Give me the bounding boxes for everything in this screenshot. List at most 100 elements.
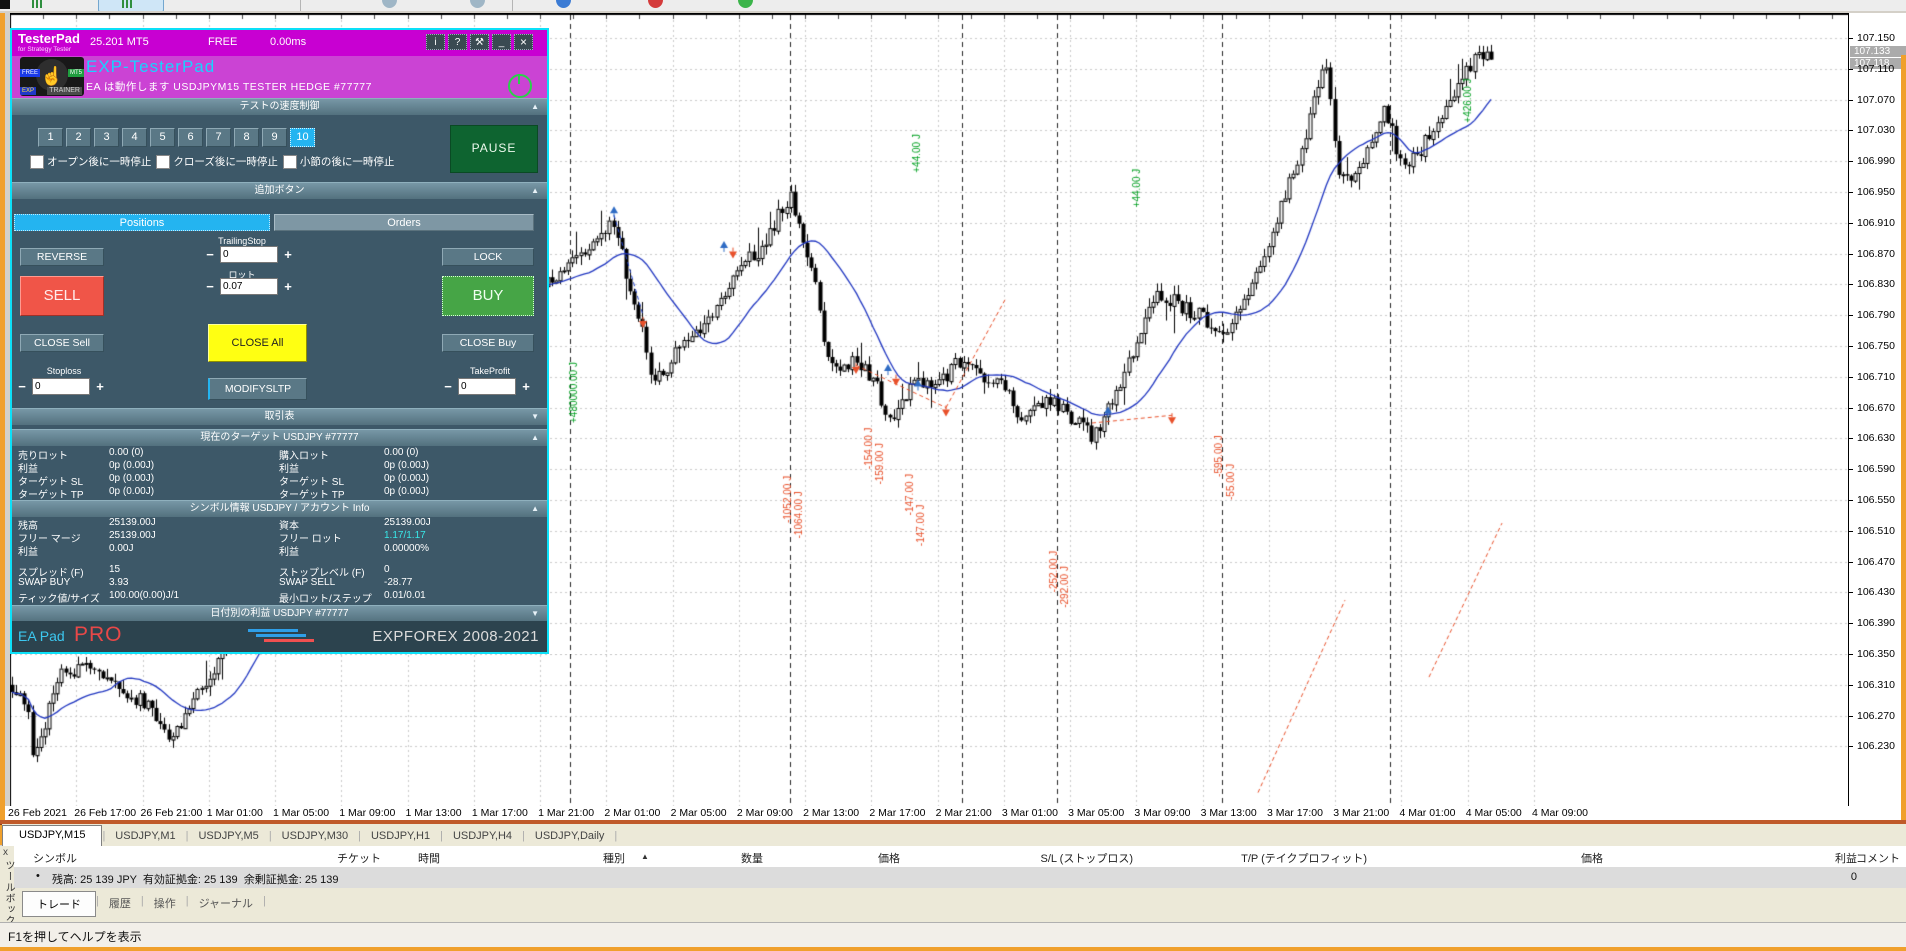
close-buy-button[interactable]: CLOSE Buy	[442, 334, 534, 352]
lot-input[interactable]	[220, 278, 278, 295]
reverse-button[interactable]: REVERSE	[20, 248, 104, 266]
price-axis[interactable]: 107.133 107.118 107.150 107.110 107.070 107…	[1848, 13, 1906, 806]
price-tick-label: 106.870	[1857, 247, 1895, 260]
help-icon[interactable]: ?	[448, 34, 467, 50]
close-icon[interactable]: ×	[514, 34, 533, 50]
plus-button[interactable]: +	[96, 379, 104, 394]
column-header[interactable]: 価格	[1581, 853, 1603, 865]
column-header[interactable]: T/P (テイクプロフィット)	[1241, 853, 1367, 865]
speed-button-8[interactable]: 8	[234, 128, 259, 147]
pause-checkbox-1[interactable]: オープン後に一時停止	[30, 154, 151, 169]
panel-titlebar[interactable]: TesterPad for Strategy Tester 25.201 MT5…	[12, 30, 547, 56]
chart-tab-USDJPY-H4[interactable]: USDJPY,H4	[452, 830, 513, 842]
section-trades-label: 取引表	[264, 411, 295, 422]
info-value: 0.00000%	[384, 543, 430, 554]
info-label: 資本	[279, 521, 299, 532]
toolbox-tab-ジャーナル[interactable]: ジャーナル	[198, 898, 254, 910]
tab-orders[interactable]: Orders	[274, 214, 534, 231]
minus-button[interactable]: −	[206, 247, 214, 262]
chart-tab-USDJPY-M15[interactable]: USDJPY,M15	[2, 825, 103, 846]
column-header[interactable]: 時間	[418, 853, 440, 865]
minus-button[interactable]: −	[444, 379, 452, 394]
speed-button-5[interactable]: 5	[150, 128, 175, 147]
toolbox-tab-履歴[interactable]: 履歴	[108, 898, 131, 910]
speed-button-3[interactable]: 3	[94, 128, 119, 147]
column-header[interactable]: S/L (ストップロス)	[1040, 853, 1134, 865]
axis-tick	[1849, 253, 1853, 255]
column-header[interactable]: 数量	[741, 853, 763, 865]
checkbox-icon[interactable]	[282, 154, 297, 169]
minus-button[interactable]: −	[18, 379, 26, 394]
section-symbol-info[interactable]: シンボル情報 USDJPY / アカウント Info ▲	[12, 500, 547, 517]
tab-positions[interactable]: Positions	[14, 214, 270, 231]
tab-separator: |	[440, 830, 443, 842]
speed-button-1[interactable]: 1	[38, 128, 63, 147]
chart-tab-USDJPY-M5[interactable]: USDJPY,M5	[198, 830, 259, 842]
section-current-target[interactable]: 現在のターゲット USDJPY #77777 ▲	[12, 429, 547, 446]
checkbox-icon[interactable]	[156, 154, 171, 169]
plus-button[interactable]: +	[522, 379, 530, 394]
tools-icon[interactable]: ⚒	[470, 34, 489, 50]
plus-button[interactable]: +	[284, 279, 292, 294]
power-icon[interactable]	[508, 74, 532, 98]
modify-sltp-button[interactable]: MODIFYSLTP	[208, 378, 307, 400]
section-speed-control[interactable]: テストの速度制御 ▲	[12, 98, 547, 115]
chart-tab-USDJPY-H1[interactable]: USDJPY,H1	[370, 830, 431, 842]
info-value: 0p (0.00J)	[384, 486, 430, 497]
indicator-blue-icon[interactable]	[556, 0, 571, 8]
speed-button-4[interactable]: 4	[122, 128, 147, 147]
toolbox-close-button[interactable]: x	[3, 847, 8, 858]
column-header[interactable]: コメント	[1856, 853, 1900, 865]
buy-button[interactable]: BUY	[442, 276, 534, 316]
speed-button-2[interactable]: 2	[66, 128, 91, 147]
section-trades-table[interactable]: 取引表 ▼	[12, 408, 547, 425]
price-tick-label: 106.430	[1857, 586, 1895, 599]
stoploss-input[interactable]	[32, 378, 90, 395]
column-header[interactable]: シンボル	[33, 853, 77, 865]
collapse-arrow-icon: ▲	[531, 504, 539, 513]
toolbox-tab-トレード[interactable]: トレード	[22, 891, 96, 917]
column-header[interactable]: 価格	[878, 853, 900, 865]
sell-button[interactable]: SELL	[20, 276, 104, 316]
minimize-icon[interactable]: _	[492, 34, 511, 50]
speed-button-9[interactable]: 9	[262, 128, 287, 147]
checkbox-icon[interactable]	[30, 154, 44, 169]
info-value: 0p (0.00J)	[109, 486, 155, 497]
info-label: 購入ロット	[279, 451, 329, 462]
trailing-input[interactable]	[220, 246, 278, 263]
column-header[interactable]: チケット	[337, 853, 381, 865]
toolbox-tab-操作[interactable]: 操作	[153, 898, 176, 910]
zoom-in-icon[interactable]	[382, 0, 397, 8]
info-icon[interactable]: i	[426, 34, 445, 50]
pause-button[interactable]: PAUSE	[450, 125, 538, 173]
section-extra-buttons[interactable]: 追加ボタン ▲	[12, 182, 547, 199]
balance-bullet: •	[36, 870, 40, 882]
plus-button[interactable]: +	[284, 247, 292, 262]
chart-tab-USDJPY-M30[interactable]: USDJPY,M30	[281, 830, 349, 842]
takeprofit-input[interactable]	[458, 378, 516, 395]
speed-button-6[interactable]: 6	[178, 128, 203, 147]
ea-avatar: ☝ FREE MT5 EXP TRAINER	[20, 57, 84, 96]
chart-tab-USDJPY-M1[interactable]: USDJPY,M1	[115, 830, 176, 842]
pause-checkbox-3[interactable]: 小節の後に一時停止	[282, 154, 394, 169]
speed-button-7[interactable]: 7	[206, 128, 231, 147]
column-header[interactable]: 利益	[1835, 853, 1857, 865]
speed-button-10[interactable]: 10	[290, 128, 315, 147]
chart-bars-icon[interactable]	[32, 0, 44, 8]
indicator-green-icon[interactable]	[738, 0, 753, 8]
close-all-button[interactable]: CLOSE All	[208, 324, 307, 362]
balance-row[interactable]: • 残高: 25 139 JPY 有効証拠金: 25 139 余剰証拠金: 25…	[0, 867, 1906, 888]
section-daily-profit[interactable]: 日付別の利益 USDJPY #77777 ▼	[12, 605, 547, 622]
indicator-red-icon[interactable]	[648, 0, 663, 8]
lock-button[interactable]: LOCK	[442, 248, 534, 266]
zoom-out-icon[interactable]	[470, 0, 485, 8]
minus-button[interactable]: −	[206, 279, 214, 294]
close-sell-button[interactable]: CLOSE Sell	[20, 334, 104, 352]
column-header[interactable]: 種別	[603, 853, 625, 865]
section-target-label: 現在のターゲット USDJPY #77777	[200, 432, 359, 443]
chart-tab-USDJPY-Daily[interactable]: USDJPY,Daily	[534, 830, 605, 842]
time-axis[interactable]: 26 Feb 2021 26 Feb 17:00 26 Feb 21:00 1 Mar…	[0, 806, 1906, 820]
pause-checkbox-2[interactable]: クローズ後に一時停止	[156, 154, 278, 169]
axis-tick	[1849, 407, 1853, 409]
